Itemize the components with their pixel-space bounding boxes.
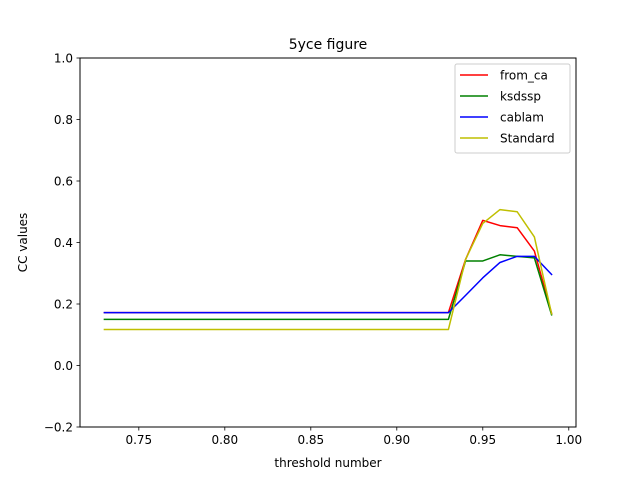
y-tick-label: 0.8: [54, 113, 73, 127]
x-axis-label: threshold number: [274, 456, 381, 470]
chart-title: 5yce figure: [289, 37, 368, 53]
y-tick-label: 1.0: [54, 52, 73, 66]
plot-area: [103, 208, 553, 331]
legend-box: [454, 63, 571, 154]
series-line-2: [103, 255, 553, 314]
x-tick-label: 1.00: [555, 433, 582, 447]
y-axis-label: CC values: [16, 213, 30, 273]
x-tick-label: 0.80: [211, 433, 238, 447]
y-tick-label: 0.2: [54, 298, 73, 312]
y-tick-label: 0.0: [54, 359, 73, 373]
series-line-1: [103, 254, 553, 321]
x-tick-label: 0.85: [297, 433, 324, 447]
y-tick-label: −0.2: [44, 421, 73, 435]
series-line-3: [103, 208, 553, 331]
x-tick-label: 0.95: [469, 433, 496, 447]
legend-label-3: Standard: [500, 132, 555, 146]
x-axis: 0.75 0.80 0.85 0.90 0.95 1.00: [125, 427, 582, 447]
x-tick-label: 0.75: [125, 433, 152, 447]
y-axis: −0.2 0.0 0.2 0.4 0.6 0.8 1.0: [44, 52, 80, 435]
y-tick-label: 0.4: [54, 236, 73, 250]
y-tick-label: 0.6: [54, 175, 73, 189]
legend-label-0: from_ca: [500, 69, 548, 83]
x-tick-label: 0.90: [383, 433, 410, 447]
legend-label-2: cablam: [500, 111, 544, 125]
legend-label-1: ksdssp: [500, 90, 541, 104]
